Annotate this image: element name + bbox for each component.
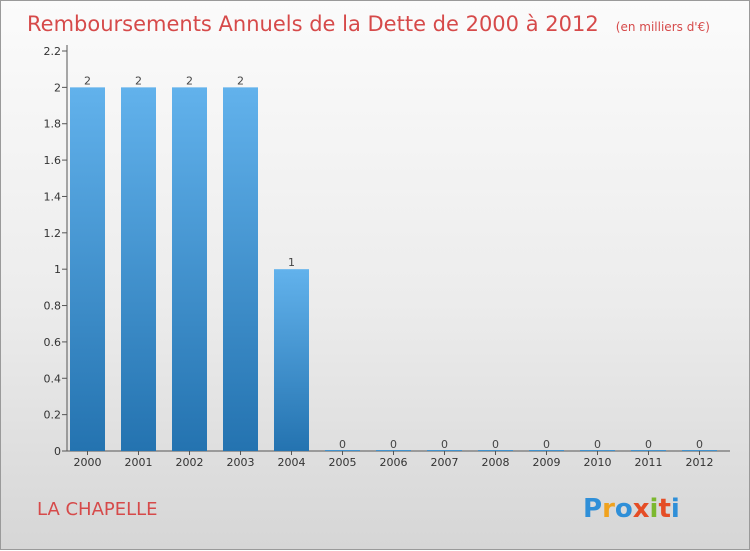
y-tick-label: 1.4 [44,190,62,203]
data-label-2011: 0 [645,438,652,451]
data-label-2002: 2 [186,74,193,87]
y-tick-label: 1 [54,263,61,276]
proxiti-logo: Proxiti [583,494,680,524]
x-tick-label: 2008 [482,456,510,469]
chart-title-text: Remboursements Annuels de la Dette de 20… [27,12,599,36]
x-tick-label: 2009 [533,456,561,469]
logo-letter: t [658,494,670,524]
x-tick-label: 2004 [278,456,306,469]
y-tick-label: 0.8 [44,300,62,313]
bars [70,87,717,451]
data-label-2007: 0 [441,438,448,451]
data-label-2008: 0 [492,438,499,451]
data-labels: 2 2 2 2 1 0 0 0 0 0 0 0 0 [84,74,703,451]
x-tick-label: 2011 [635,456,663,469]
y-tick-label: 2.2 [44,45,62,58]
y-tick-label: 1.6 [44,154,62,167]
chart-title: Remboursements Annuels de la Dette de 20… [27,12,710,36]
data-label-2009: 0 [543,438,550,451]
data-label-2004: 1 [288,256,295,269]
data-label-2000: 2 [84,74,91,87]
data-label-2001: 2 [135,74,142,87]
data-label-2006: 0 [390,438,397,451]
x-tick-label: 2003 [227,456,255,469]
x-tick-label: 2005 [329,456,357,469]
bar-2004 [274,269,309,451]
logo-letter: P [583,494,602,524]
data-label-2005: 0 [339,438,346,451]
place-label: LA CHAPELLE [37,499,158,520]
bar-2008 [478,450,513,451]
y-tick-label: 0.4 [44,372,62,385]
logo-letter: o [615,494,633,524]
y-tick-label: 1.8 [44,118,62,131]
x-tick-label: 2012 [686,456,714,469]
x-tick-label: 2006 [380,456,408,469]
bar-2011 [631,450,666,451]
unit-note: (en milliers d'€) [616,20,710,34]
bar-2005 [325,450,360,451]
logo-letter: x [633,494,650,524]
logo-letter: i [671,494,680,524]
bar-2010 [580,450,615,451]
logo-letter: r [602,494,615,524]
x-tick-label: 2000 [74,456,102,469]
y-tick-label: 1.2 [44,227,62,240]
y-tick-label: 0.2 [44,409,62,422]
bar-2006 [376,450,411,451]
bar-2007 [427,450,462,451]
data-label-2010: 0 [594,438,601,451]
logo-letter: i [650,494,659,524]
y-tick-label: 2 [54,81,61,94]
bar-2002 [172,87,207,451]
bar-2003 [223,87,258,451]
x-tick-label: 2002 [176,456,204,469]
data-label-2012: 0 [696,438,703,451]
bar-2000 [70,87,105,451]
x-tick-label: 2001 [125,456,153,469]
bar-2012 [682,450,717,451]
data-label-2003: 2 [237,74,244,87]
x-tick-label: 2010 [584,456,612,469]
x-tick-label: 2007 [431,456,459,469]
y-tick-label: 0.6 [44,336,62,349]
bar-2009 [529,450,564,451]
bar-2001 [121,87,156,451]
y-tick-label: 0 [54,445,61,458]
